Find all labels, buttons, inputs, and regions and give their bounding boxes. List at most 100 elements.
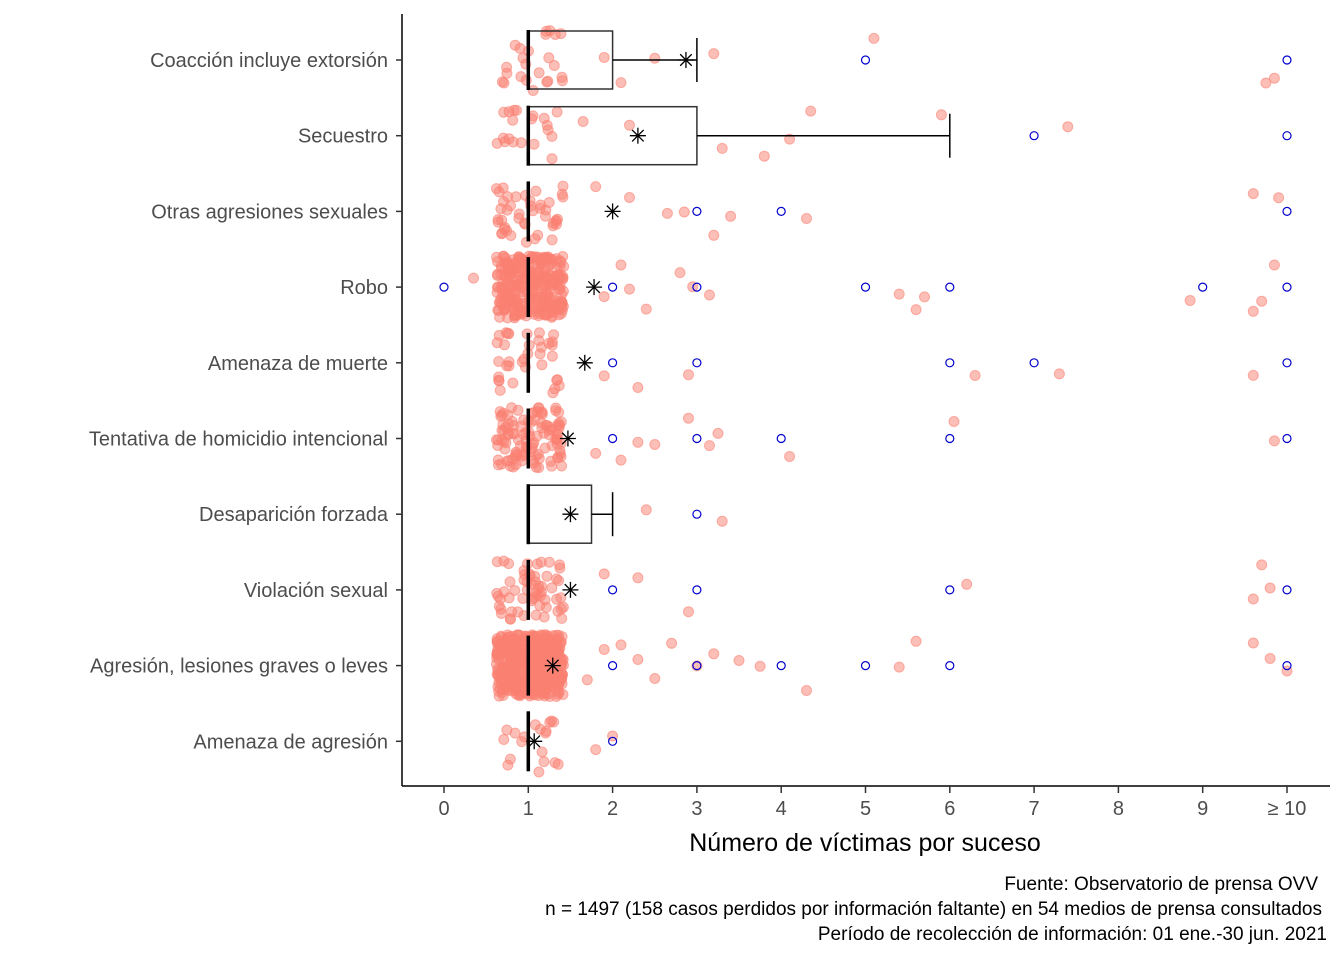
- jitter-point: [725, 210, 737, 222]
- jitter-point: [969, 370, 981, 381]
- outlier-point: [860, 282, 871, 292]
- jitter-point: [550, 215, 562, 227]
- mean-stroke: [578, 356, 592, 370]
- jitter-point: [556, 297, 568, 309]
- jitter-point: [543, 52, 555, 64]
- jitter-point: [530, 587, 542, 599]
- jitter-point: [683, 412, 694, 424]
- outlier-point: [776, 206, 786, 216]
- jitter-point: [500, 656, 512, 667]
- outlier-layer: [439, 55, 1292, 746]
- jitter-point: [624, 119, 635, 131]
- outlier-point: [607, 358, 618, 368]
- jitter-point: [509, 39, 521, 51]
- jitter-point: [1264, 653, 1276, 664]
- jitter-point: [532, 229, 544, 241]
- x-tick-label: 2: [607, 798, 618, 820]
- jitter-point: [674, 267, 686, 279]
- jitter-point: [535, 556, 547, 568]
- jitter-point: [532, 653, 544, 665]
- jitter-point: [536, 746, 548, 758]
- mean-marker: [586, 279, 603, 296]
- jitter-point: [499, 676, 511, 688]
- mean-stroke: [564, 583, 577, 597]
- outlier-point: [692, 206, 702, 216]
- outlier-point: [607, 736, 618, 746]
- jitter-point: [805, 105, 817, 117]
- jitter-point: [502, 640, 514, 652]
- jitter-point: [546, 253, 558, 265]
- jitter-point: [598, 568, 610, 580]
- jitter-point: [640, 504, 652, 516]
- jitter-point: [509, 585, 521, 596]
- jitter-point: [516, 736, 528, 748]
- jitter-point: [590, 181, 602, 193]
- jitter-point: [1268, 435, 1280, 447]
- jitter-point: [1256, 559, 1268, 571]
- jitter-point: [801, 213, 812, 224]
- jitter-point: [498, 555, 510, 567]
- jitter-point: [539, 274, 551, 286]
- jitter-point: [615, 259, 627, 271]
- outlier-point: [607, 585, 618, 595]
- jitter-point: [910, 635, 922, 647]
- jitter-point: [537, 630, 548, 642]
- jitter-point: [507, 114, 519, 126]
- y-tick-label: Secuestro: [298, 126, 388, 148]
- jitter-point: [541, 570, 553, 582]
- jitter-point: [733, 655, 745, 666]
- jitter-point: [712, 427, 724, 439]
- jitter-point: [754, 660, 766, 672]
- jitter-point: [498, 734, 510, 745]
- jitter-point: [649, 673, 661, 684]
- x-tick-label: 6: [944, 798, 955, 820]
- jitter-point: [1247, 369, 1259, 381]
- jitter-point: [708, 48, 720, 60]
- jitter-point: [532, 448, 544, 460]
- jitter-point: [935, 109, 947, 121]
- jitter-point: [1247, 593, 1259, 605]
- jitter-point: [678, 206, 690, 218]
- jitter-point: [784, 451, 796, 462]
- outlier-point: [1029, 358, 1039, 368]
- jitter-point: [615, 77, 627, 89]
- jitter-point: [499, 339, 510, 351]
- outlier-point: [1282, 660, 1292, 671]
- mean-stroke: [587, 280, 601, 294]
- mean-marker: [562, 581, 579, 598]
- outlier-point: [1282, 358, 1292, 368]
- jitter-point: [536, 644, 548, 656]
- jitter-point: [531, 406, 543, 418]
- jitter-point: [632, 654, 644, 665]
- mean-marker: [562, 506, 579, 523]
- jitter-point: [536, 669, 548, 681]
- mean-marker: [629, 127, 646, 144]
- jitter-point: [536, 359, 548, 371]
- jitter-point: [581, 674, 593, 686]
- jitter-point: [500, 437, 512, 449]
- mean-marker-layer: [526, 52, 694, 750]
- jitter-point: [516, 282, 528, 293]
- jitter-point: [511, 449, 523, 461]
- outlier-point: [945, 433, 955, 444]
- jitter-point: [543, 197, 555, 208]
- jitter-point: [598, 291, 610, 303]
- jitter-point: [590, 744, 602, 756]
- jitter-point: [552, 605, 564, 617]
- jitter-point: [493, 356, 505, 367]
- outlier-point: [1198, 282, 1208, 292]
- jitter-point: [708, 648, 720, 660]
- jitter-point: [546, 339, 558, 351]
- jitter-point: [547, 387, 559, 399]
- jitter-point: [498, 223, 510, 235]
- outlier-point: [860, 55, 871, 65]
- jitter-point: [1260, 77, 1272, 89]
- jitter-point: [504, 613, 516, 625]
- y-tick-label: Agresión, lesiones graves o leves: [90, 656, 388, 678]
- jitter-point: [548, 60, 560, 71]
- x-tick-label: 4: [776, 798, 787, 820]
- outlier-point: [692, 433, 702, 444]
- jitter-point: [551, 106, 563, 118]
- jitter-point: [548, 716, 560, 728]
